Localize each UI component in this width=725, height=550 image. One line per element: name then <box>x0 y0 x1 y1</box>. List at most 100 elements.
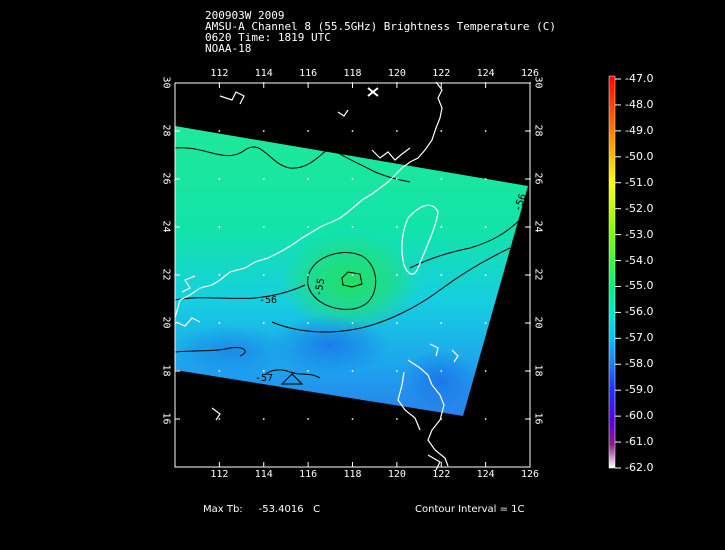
graticule-dot <box>351 178 354 180</box>
graticule-dot <box>529 322 531 324</box>
graticule-dot <box>351 130 354 132</box>
colorbar-label: -59.0 <box>625 383 654 397</box>
y-tick-label-left-16: 16 <box>160 412 172 425</box>
graticule-dot <box>262 274 265 276</box>
x-tick-label-bottom-124: 124 <box>476 469 495 480</box>
x-tick-label-bottom-126: 126 <box>521 469 540 480</box>
graticule-dot <box>484 418 487 420</box>
y-tick-label-left-26: 26 <box>160 172 172 185</box>
colorbar-label: -54.0 <box>625 253 654 267</box>
colorbar-label: -60.0 <box>625 409 654 423</box>
graticule-dot <box>440 130 443 132</box>
colorbar-label: -62.0 <box>625 461 654 474</box>
y-tick-label-right-26: 26 <box>532 172 544 185</box>
graticule-dot <box>351 226 354 228</box>
graticule-dot <box>307 226 310 228</box>
y-tick-label-right-30: 30 <box>532 76 544 89</box>
x-tick-label-top-120: 120 <box>387 68 406 79</box>
graticule-dot <box>262 178 265 180</box>
graticule-dot <box>484 82 487 84</box>
x-tick-label-bottom-114: 114 <box>254 469 273 480</box>
graticule-dot <box>395 370 398 372</box>
graticule-dot <box>529 178 531 180</box>
graticule-dot <box>262 82 265 84</box>
graticule-dot <box>440 82 443 84</box>
map-title-line1: 200903W 2009 <box>205 9 285 22</box>
graticule-dot <box>262 226 265 228</box>
graticule-dot <box>440 274 443 276</box>
y-tick-label-right-18: 18 <box>532 364 544 377</box>
graticule-dot <box>440 322 443 324</box>
x-tick-label-top-126: 126 <box>521 68 540 79</box>
x-tick-label-top-114: 114 <box>254 68 273 79</box>
graticule-dot <box>529 370 531 372</box>
colorbar-label: -50.0 <box>625 149 654 163</box>
graticule-dot <box>262 322 265 324</box>
graticule-dot <box>440 370 443 372</box>
graticule-dot <box>529 130 531 132</box>
graticule-dot <box>395 82 398 84</box>
graticule-dot <box>307 178 310 180</box>
graticule-dot <box>529 418 531 420</box>
graticule-dot <box>395 274 398 276</box>
contour-label-1: -56 <box>259 295 277 306</box>
coastline <box>174 81 459 471</box>
graticule-dot <box>351 370 354 372</box>
colorbar-label: -55.0 <box>625 279 654 293</box>
graticule-dot <box>218 418 221 420</box>
x-tick-label-bottom-120: 120 <box>387 469 406 480</box>
colorbar-label: -57.0 <box>625 331 654 345</box>
y-tick-label-right-16: 16 <box>532 412 544 425</box>
graticule-dot <box>262 130 265 132</box>
y-tick-label-left-20: 20 <box>160 316 172 329</box>
map-title-line4: NOAA-18 <box>205 42 252 55</box>
graticule-dot <box>307 418 310 420</box>
graticule-dot <box>395 130 398 132</box>
x-tick-label-bottom-112: 112 <box>210 469 229 480</box>
colorbar-label: -47.0 <box>625 72 654 85</box>
graticule-dot <box>351 82 354 84</box>
contour-label-4: -57 <box>255 373 273 384</box>
x-tick-label-bottom-122: 122 <box>432 469 451 480</box>
max-tb-unit: C <box>313 504 321 515</box>
map-title-line2: AMSU-A Channel 8 (55.5GHz) Brightness Te… <box>205 20 556 33</box>
x-tick-label-bottom-116: 116 <box>299 469 318 480</box>
graticule-dot <box>307 370 310 372</box>
x-tick-label-top-112: 112 <box>210 68 229 79</box>
graticule-dot <box>262 370 265 372</box>
max-tb-label: Max Tb: <box>203 504 243 515</box>
graticule-dot <box>351 274 354 276</box>
graticule-dot <box>218 130 221 132</box>
graticule-dot <box>395 418 398 420</box>
graticule-dot <box>395 178 398 180</box>
colorbar-label: -48.0 <box>625 97 654 111</box>
y-tick-label-left-28: 28 <box>160 124 172 137</box>
graticule-dot <box>307 130 310 132</box>
graticule-dot <box>218 370 221 372</box>
graticule-dot <box>262 418 265 420</box>
x-tick-label-top-124: 124 <box>476 68 495 79</box>
y-tick-label-right-24: 24 <box>532 220 544 233</box>
contour-label-2: -55 <box>313 277 327 297</box>
graticule-dot <box>351 418 354 420</box>
graticule-dot <box>484 178 487 180</box>
graticule-dot <box>529 226 531 228</box>
graticule-dot <box>307 82 310 84</box>
graticule-dot <box>440 226 443 228</box>
colorbar-label: -51.0 <box>625 175 654 189</box>
graticule-dot <box>529 82 531 84</box>
y-tick-label-left-24: 24 <box>160 220 172 233</box>
y-tick-label-right-28: 28 <box>532 124 544 137</box>
graticule-dot <box>484 130 487 132</box>
graticule-dot <box>218 274 221 276</box>
graticule-dot <box>307 274 310 276</box>
swath-field <box>175 126 528 416</box>
graticule-dot <box>307 322 310 324</box>
max-tb-readout: Max Tb: -53.4016 C <box>203 504 320 515</box>
graticule-dot <box>218 82 221 84</box>
y-tick-label-left-22: 22 <box>160 268 172 281</box>
colorbar-label: -58.0 <box>625 357 654 371</box>
graticule-dot <box>218 178 221 180</box>
graticule-dot <box>484 370 487 372</box>
